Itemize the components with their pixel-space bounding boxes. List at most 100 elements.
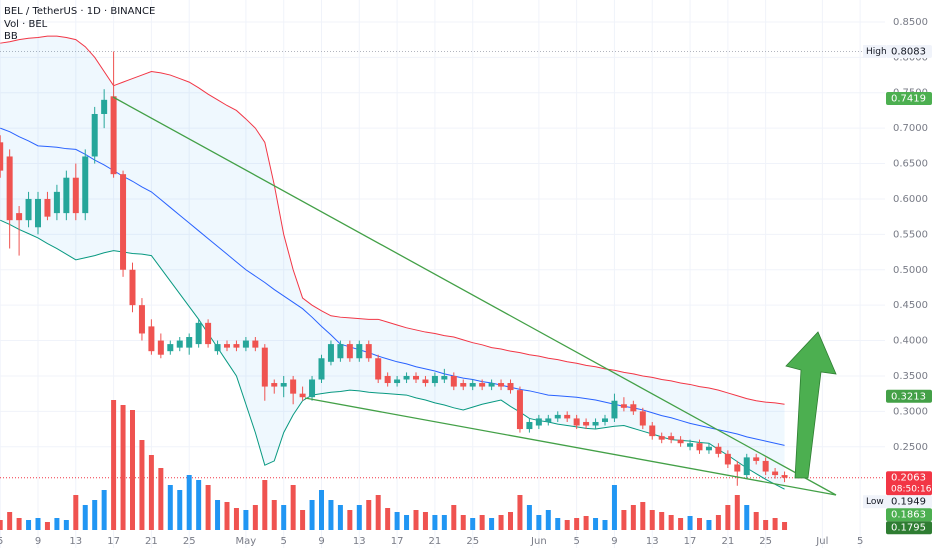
volume-bar [715,515,721,530]
candle-body [422,379,429,384]
volume-bar [422,512,428,530]
volume-bar [101,490,107,530]
volume-bar [489,518,495,530]
x-tick-label: 17 [684,536,697,547]
candle-body [620,404,627,408]
candle-body [63,177,70,214]
x-tick-label: 13 [353,536,366,547]
y-tick-label: 0.6500 [893,159,928,170]
volume-bar [82,505,88,530]
x-tick-label: 9 [35,536,41,547]
candle-body [516,390,523,430]
candle-body [375,358,382,380]
candle-body [630,404,637,412]
price-tag [886,389,932,403]
price-tag-label-box [863,495,886,509]
candle-body [573,418,580,426]
volume-bar [35,518,41,530]
volume-bar [479,515,485,530]
candle-body [743,457,750,476]
breakout-arrow [785,331,837,479]
candle-body [327,344,334,362]
price-tag-value: 0.8083 [891,46,926,57]
volume-bar [375,495,381,530]
upper-trendline [112,96,837,496]
volume-bar [300,510,306,530]
volume-bar [555,518,561,530]
volume-bar [564,520,570,530]
volume-bar [583,516,589,530]
x-tick-label: Jul [815,536,828,547]
volume-bar [186,475,192,530]
volume-bar [73,495,79,530]
price-tag-value: 0.3213 [891,391,926,402]
candle-body [157,340,164,355]
candle-body [668,436,675,440]
candle-body [413,375,419,380]
x-tick-label: May [236,536,257,547]
volume-bar [508,512,513,530]
trendlines [112,96,837,496]
volume-bar [177,490,183,530]
x-tick-label: 17 [391,536,404,547]
candle-body [53,191,60,214]
volume-bar [451,505,457,530]
volume-bar [167,485,173,530]
candle-body [677,439,684,444]
candle-body [431,375,438,384]
volume-bar [611,485,617,530]
candle-body [261,347,268,387]
y-tick-label: 0.4000 [893,336,928,347]
volume-bar [139,440,145,530]
volume-bar [54,518,60,530]
volume-bar [630,505,636,530]
volume-bar [413,510,419,530]
candle-body [507,383,514,391]
price-tag [886,471,932,496]
volume-bar [432,515,438,530]
volume-bar [593,518,599,530]
candle-body [592,421,599,426]
volume-bar [215,500,221,530]
candle-body [167,344,174,352]
price-tag [886,508,932,522]
volume-bar [243,510,249,530]
volume-bar [526,505,532,530]
volume-bar [763,520,769,530]
x-tick-label: Jun [530,536,547,547]
volume-bar [44,522,50,530]
candle-body [564,414,571,419]
volume-bar [687,516,693,530]
candle-body [25,198,32,221]
y-tick-label: 0.3000 [893,406,928,417]
candle-body [195,322,202,345]
candle-body [224,344,230,348]
x-tick-label: 25 [466,536,479,547]
countdown: 08:50:16 [891,485,932,495]
candle-body [734,464,741,472]
candle-body [649,425,656,437]
candle-body [772,471,779,476]
volume-bar [26,520,32,530]
volume-bar [621,510,627,530]
x-tick-label: 25 [759,536,772,547]
candle-body [271,383,278,387]
candle-body [687,443,694,447]
volume-bar [347,510,353,530]
volume-bar [517,495,523,530]
candle-body [318,358,325,380]
candle-body [460,383,467,387]
volume-bar [337,505,343,530]
volume-bar [148,455,154,530]
volume-bar [725,505,731,530]
candle-body [384,375,391,384]
volume-bar [262,480,268,530]
volume-bar [233,508,239,530]
y-tick-label: 0.3500 [893,371,928,382]
y-tick-label: 0.8500 [893,17,928,28]
price-tag-value: 0.2063 [891,473,926,484]
volume-bar [394,512,400,530]
candle-body [715,446,722,454]
candle-body [762,460,769,472]
